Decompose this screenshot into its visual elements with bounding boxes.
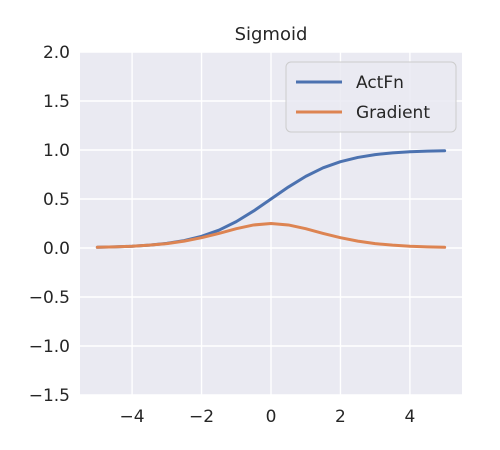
x-tick-label: 0 [266,407,277,427]
y-tick-label: −0.5 [29,288,70,308]
x-tick-label: 4 [404,407,415,427]
x-tick-label: 2 [335,407,346,427]
y-tick-label: 2.0 [43,43,70,63]
y-tick-label: 1.0 [43,141,70,161]
chart-title: Sigmoid [235,24,308,45]
y-tick-label: −1.5 [29,386,70,406]
axis-labels: 2.0 1.5 1.0 0.5 0.0 −0.5 −1.0 −1.5 −4 −2 0 2 4 [29,43,416,427]
series-line-gradient [95,222,447,249]
y-tick-label: 1.5 [43,92,70,112]
legend-label: ActFn [356,73,404,93]
legend: ActFn Gradient [285,61,457,133]
legend-label: Gradient [356,103,430,123]
x-tick-label: −4 [120,407,145,427]
y-tick-label: −1.0 [29,337,70,357]
y-tick-label: 0.0 [43,239,70,259]
y-tick-label: 0.5 [43,190,70,210]
x-tick-label: −2 [189,407,214,427]
series-lines [95,149,447,249]
legend-box [285,61,457,133]
